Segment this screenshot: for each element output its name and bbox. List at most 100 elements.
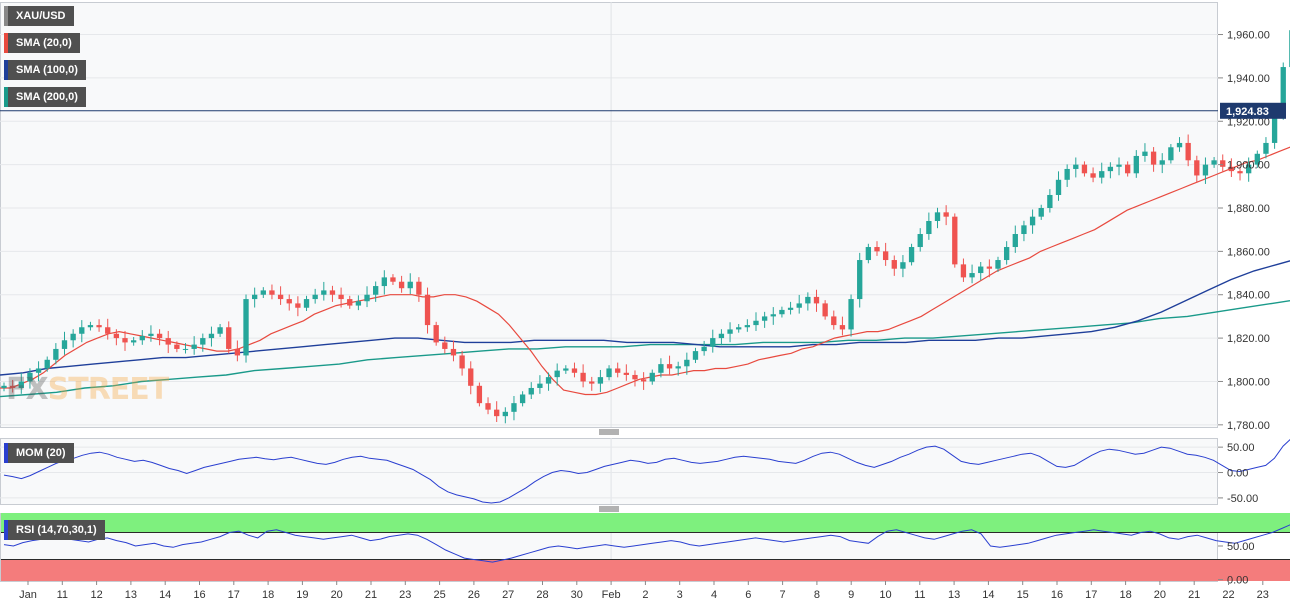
candle	[917, 234, 923, 248]
candle	[1099, 171, 1105, 178]
legend-mom[interactable]: MOM (20)	[4, 443, 74, 463]
candle	[35, 368, 42, 373]
chart-panes	[0, 2, 1218, 582]
x-tick-label: 23	[399, 589, 411, 601]
x-tick-label: 25	[433, 589, 445, 601]
candle	[165, 338, 171, 345]
candle	[571, 368, 578, 373]
candle	[701, 346, 707, 352]
candle	[1133, 155, 1139, 174]
pane-price	[0, 2, 1218, 428]
candle	[269, 290, 275, 295]
candle	[105, 327, 111, 334]
candle	[891, 260, 897, 269]
x-tick-label: 16	[193, 589, 205, 601]
x-tick-label: 17	[1085, 589, 1097, 601]
legend-sma200-swatch	[4, 87, 8, 107]
candlestick-series	[1, 30, 1290, 424]
price-tick-label: 1,900.00	[1227, 160, 1270, 172]
x-tick-label: 16	[1051, 589, 1063, 601]
candle	[554, 370, 560, 378]
candle	[995, 260, 1001, 269]
candle	[277, 294, 284, 300]
candle	[260, 290, 266, 295]
candle	[684, 359, 690, 367]
candle	[874, 247, 880, 252]
candle	[390, 277, 396, 282]
candle	[1263, 142, 1269, 154]
legend-sma200[interactable]: SMA (200,0)	[4, 87, 86, 107]
candle	[1021, 225, 1027, 235]
candle	[718, 333, 725, 339]
candle	[27, 372, 33, 382]
candle	[61, 340, 68, 349]
candle	[243, 299, 249, 356]
candle	[1073, 164, 1079, 169]
rsi-bands	[1, 513, 1290, 581]
candle	[545, 377, 552, 384]
candle	[805, 296, 811, 304]
candle	[364, 294, 370, 302]
candle	[174, 344, 180, 349]
legend-rsi[interactable]: RSI (14,70,30,1)	[4, 520, 105, 540]
sma200-line	[0, 299, 1290, 398]
x-tick-label: 20	[1154, 589, 1166, 601]
candle	[926, 221, 932, 235]
candle	[822, 303, 828, 317]
candle	[295, 303, 301, 308]
price-tick-label: 1,800.00	[1227, 376, 1270, 388]
candle	[675, 366, 681, 369]
x-tick-label: 2	[642, 589, 648, 601]
candle	[813, 296, 820, 304]
x-tick-label: 13	[948, 589, 960, 601]
candle	[623, 372, 629, 375]
candle	[113, 333, 120, 339]
pane-splitters[interactable]	[599, 429, 619, 512]
candle	[200, 338, 206, 345]
candle	[347, 299, 353, 306]
candle	[848, 299, 854, 330]
candle	[580, 372, 586, 382]
candle	[1029, 216, 1036, 226]
legend-symbol[interactable]: XAU/USD	[4, 6, 74, 26]
legend-symbol-label: XAU/USD	[16, 10, 66, 22]
legend-sma100[interactable]: SMA (100,0)	[4, 60, 86, 80]
last-price-label: 1,924.83	[1226, 106, 1269, 118]
x-tick-label: 19	[296, 589, 308, 601]
x-tick-label: 13	[125, 589, 137, 601]
legend-mom-swatch	[4, 443, 8, 463]
candle	[1012, 234, 1018, 248]
candle	[882, 251, 889, 261]
x-tick-label: 21	[365, 589, 377, 601]
legend-sma100-label: SMA (100,0)	[16, 64, 78, 76]
candle	[96, 325, 102, 328]
candle	[1055, 179, 1062, 195]
candle	[589, 381, 595, 384]
candle	[502, 411, 508, 417]
candle	[312, 294, 318, 300]
candle	[908, 247, 915, 263]
candle	[217, 327, 223, 334]
candle	[373, 286, 379, 295]
candle	[338, 294, 344, 300]
x-tick-label: 28	[536, 589, 548, 601]
fxstreet-watermark: FXSTREET	[6, 372, 169, 407]
legend-sma200-label: SMA (200,0)	[16, 91, 78, 103]
candle	[468, 368, 474, 386]
legend-rsi-label: RSI (14,70,30,1)	[16, 524, 97, 536]
x-tick-label: 12	[90, 589, 102, 601]
candle	[252, 294, 258, 300]
candle	[122, 338, 128, 343]
x-tick-label: Jan	[19, 589, 37, 601]
candle	[666, 364, 673, 369]
x-tick-label: 15	[1017, 589, 1029, 601]
candle	[649, 372, 655, 382]
candle	[1271, 112, 1278, 143]
price-tick-label: 1,880.00	[1227, 203, 1270, 215]
candle	[355, 301, 362, 306]
candle	[1090, 173, 1096, 178]
legend-sma20[interactable]: SMA (20,0)	[4, 33, 80, 53]
x-tick-label: 21	[1188, 589, 1200, 601]
legend-rsi-swatch	[4, 520, 8, 540]
